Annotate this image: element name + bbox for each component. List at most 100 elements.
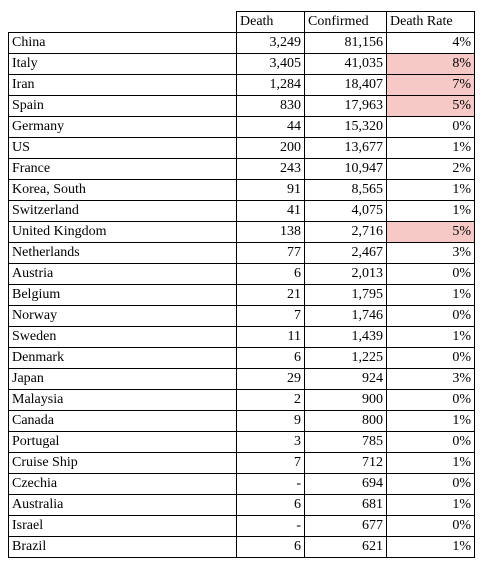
confirmed-cell: 2,716 xyxy=(305,222,387,243)
confirmed-cell: 1,439 xyxy=(305,327,387,348)
country-cell: Norway xyxy=(9,306,237,327)
confirmed-cell: 694 xyxy=(305,474,387,495)
death-rate-cell: 1% xyxy=(387,201,475,222)
table-row: Belgium 21 1,795 1% xyxy=(9,285,475,306)
country-cell: US xyxy=(9,138,237,159)
table-row: Norway 7 1,746 0% xyxy=(9,306,475,327)
confirmed-cell: 18,407 xyxy=(305,75,387,96)
confirmed-cell: 41,035 xyxy=(305,54,387,75)
confirmed-cell: 81,156 xyxy=(305,33,387,54)
table-row: China 3,249 81,156 4% xyxy=(9,33,475,54)
country-cell: Malaysia xyxy=(9,390,237,411)
confirmed-cell: 900 xyxy=(305,390,387,411)
death-rate-cell: 1% xyxy=(387,453,475,474)
death-rate-cell: 1% xyxy=(387,285,475,306)
table-row: Netherlands 77 2,467 3% xyxy=(9,243,475,264)
country-cell: Cruise Ship xyxy=(9,453,237,474)
death-cell: 7 xyxy=(237,306,305,327)
death-cell: 3,249 xyxy=(237,33,305,54)
country-cell: Belgium xyxy=(9,285,237,306)
death-rate-cell: 7% xyxy=(387,75,475,96)
death-rate-cell: 8% xyxy=(387,54,475,75)
death-rate-cell: 3% xyxy=(387,369,475,390)
death-cell: - xyxy=(237,474,305,495)
death-rate-cell: 1% xyxy=(387,327,475,348)
death-rate-cell: 5% xyxy=(387,96,475,117)
confirmed-cell: 924 xyxy=(305,369,387,390)
confirmed-cell: 2,467 xyxy=(305,243,387,264)
death-cell: 3 xyxy=(237,432,305,453)
country-cell: Austria xyxy=(9,264,237,285)
death-rate-cell: 0% xyxy=(387,348,475,369)
death-cell: 11 xyxy=(237,327,305,348)
confirmed-cell: 2,013 xyxy=(305,264,387,285)
country-cell: Czechia xyxy=(9,474,237,495)
country-cell: China xyxy=(9,33,237,54)
country-cell: Korea, South xyxy=(9,180,237,201)
table-body: China 3,249 81,156 4% Italy 3,405 41,035 8% Iran… xyxy=(9,33,475,558)
death-cell: 243 xyxy=(237,159,305,180)
table-row: US 200 13,677 1% xyxy=(9,138,475,159)
table-row: Switzerland 41 4,075 1% xyxy=(9,201,475,222)
death-rate-cell: 4% xyxy=(387,33,475,54)
death-rate-cell: 3% xyxy=(387,243,475,264)
table-row: Brazil 6 621 1% xyxy=(9,537,475,558)
country-cell: Canada xyxy=(9,411,237,432)
confirmed-cell: 17,963 xyxy=(305,96,387,117)
country-cell: Israel xyxy=(9,516,237,537)
country-cell: Sweden xyxy=(9,327,237,348)
confirmed-cell: 1,746 xyxy=(305,306,387,327)
death-cell: 138 xyxy=(237,222,305,243)
table-row: Cruise Ship 7 712 1% xyxy=(9,453,475,474)
death-rate-cell: 0% xyxy=(387,117,475,138)
country-cell: Denmark xyxy=(9,348,237,369)
country-cell: Australia xyxy=(9,495,237,516)
country-cell: Portugal xyxy=(9,432,237,453)
death-rate-table: Death Confirmed Death Rate China 3,249 81,… xyxy=(8,11,475,558)
confirmed-cell: 13,677 xyxy=(305,138,387,159)
header-row: Death Confirmed Death Rate xyxy=(9,12,475,33)
death-cell: - xyxy=(237,516,305,537)
death-cell: 200 xyxy=(237,138,305,159)
table-row: Czechia -694 0% xyxy=(9,474,475,495)
country-cell: Brazil xyxy=(9,537,237,558)
confirmed-cell: 10,947 xyxy=(305,159,387,180)
death-rate-cell: 0% xyxy=(387,432,475,453)
country-cell: Germany xyxy=(9,117,237,138)
table-row: Portugal 3 785 0% xyxy=(9,432,475,453)
confirmed-cell: 785 xyxy=(305,432,387,453)
death-cell: 6 xyxy=(237,537,305,558)
table-row: Japan 29 924 3% xyxy=(9,369,475,390)
confirmed-cell: 677 xyxy=(305,516,387,537)
death-cell: 77 xyxy=(237,243,305,264)
death-cell: 6 xyxy=(237,348,305,369)
death-cell: 830 xyxy=(237,96,305,117)
table-row: Spain 830 17,963 5% xyxy=(9,96,475,117)
confirmed-cell: 4,075 xyxy=(305,201,387,222)
table-row: Sweden 11 1,439 1% xyxy=(9,327,475,348)
table-row: France 243 10,947 2% xyxy=(9,159,475,180)
death-cell: 44 xyxy=(237,117,305,138)
death-cell: 41 xyxy=(237,201,305,222)
table-row: Malaysia 2 900 0% xyxy=(9,390,475,411)
death-cell: 9 xyxy=(237,411,305,432)
death-rate-cell: 5% xyxy=(387,222,475,243)
country-cell: Japan xyxy=(9,369,237,390)
country-cell: Spain xyxy=(9,96,237,117)
country-cell: Italy xyxy=(9,54,237,75)
table-row: Israel -677 0% xyxy=(9,516,475,537)
confirmed-cell: 1,225 xyxy=(305,348,387,369)
death-cell: 1,284 xyxy=(237,75,305,96)
country-cell: United Kingdom xyxy=(9,222,237,243)
death-rate-cell: 1% xyxy=(387,180,475,201)
table-row: United Kingdom 138 2,716 5% xyxy=(9,222,475,243)
death-rate-cell: 2% xyxy=(387,159,475,180)
header-confirmed: Confirmed xyxy=(305,12,387,33)
confirmed-cell: 800 xyxy=(305,411,387,432)
table-row: Australia 6 681 1% xyxy=(9,495,475,516)
confirmed-cell: 712 xyxy=(305,453,387,474)
death-cell: 29 xyxy=(237,369,305,390)
death-cell: 2 xyxy=(237,390,305,411)
death-rate-cell: 1% xyxy=(387,537,475,558)
country-cell: Iran xyxy=(9,75,237,96)
